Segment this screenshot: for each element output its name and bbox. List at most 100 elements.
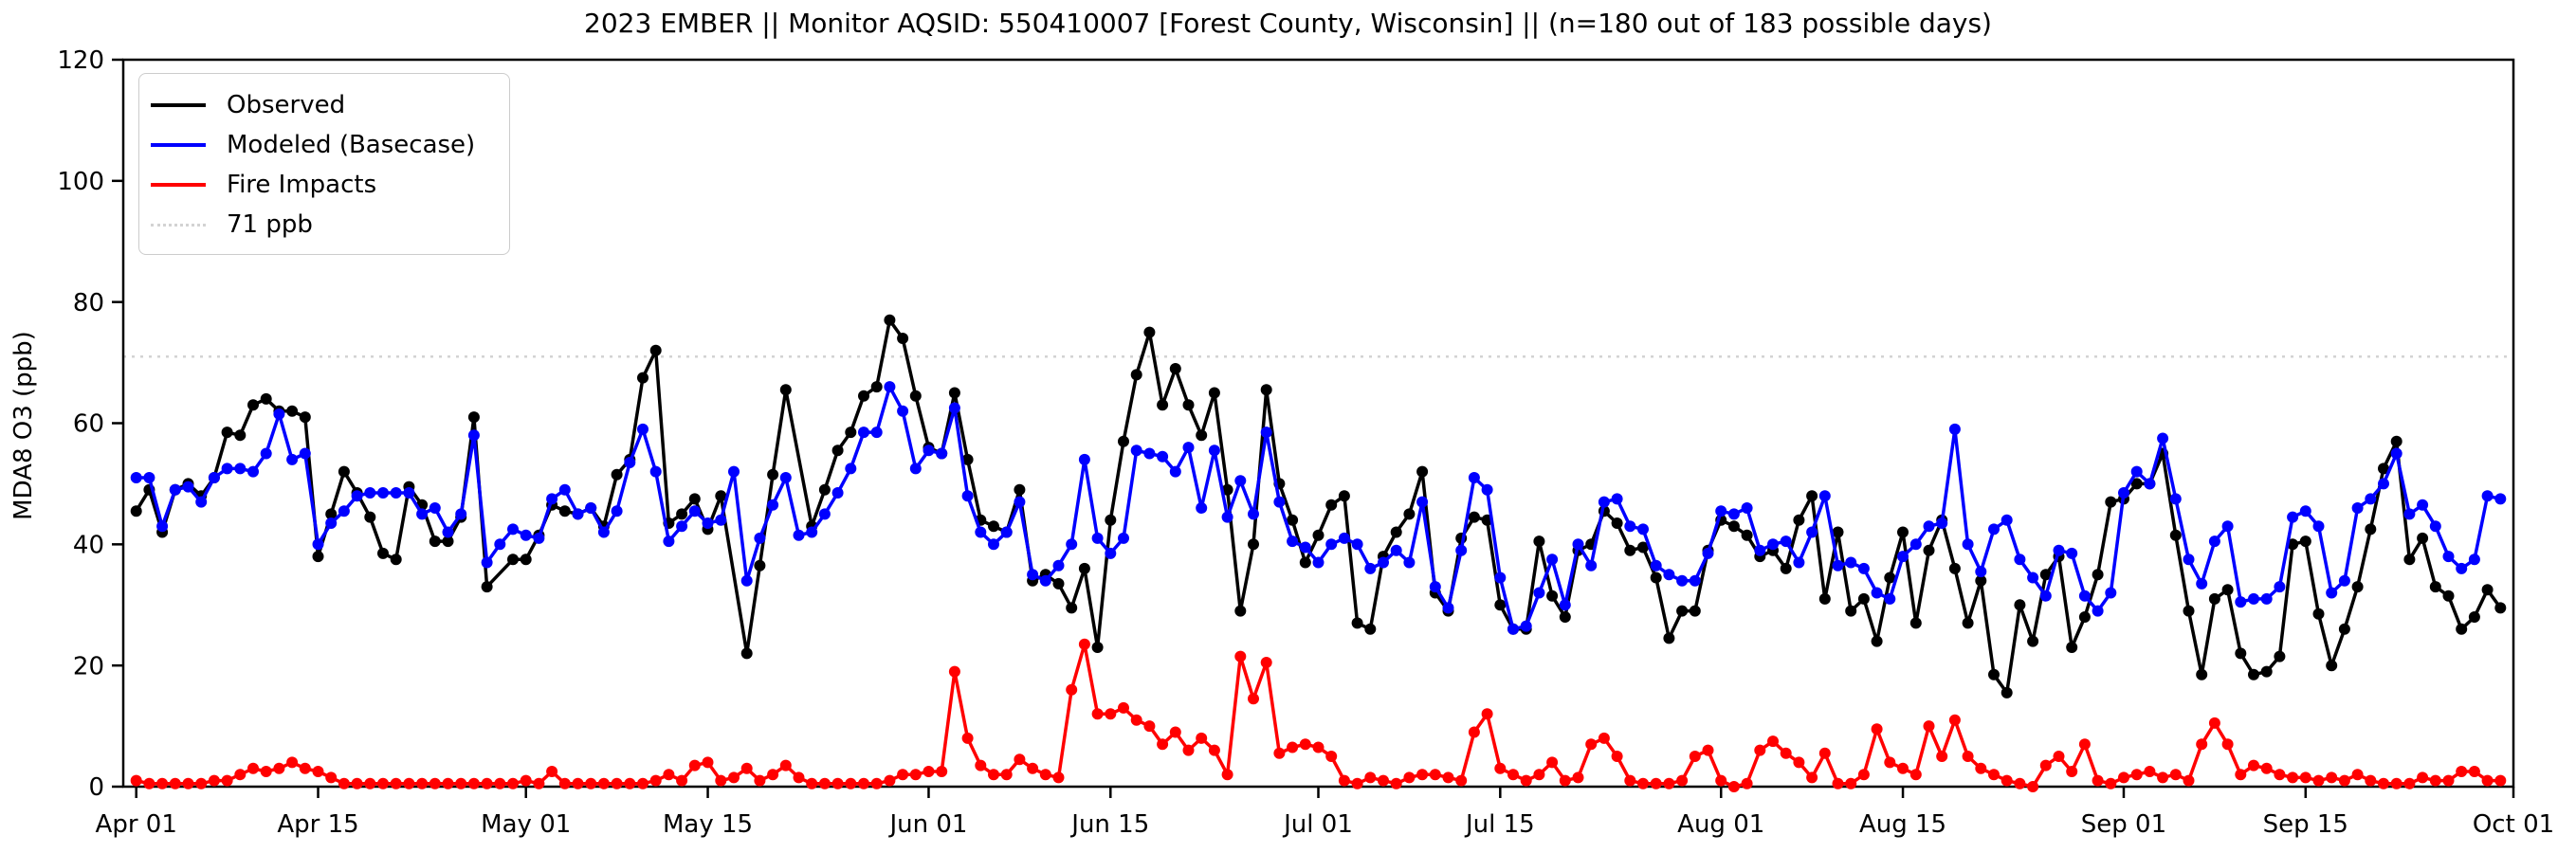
data-point (688, 759, 701, 771)
data-point (1338, 532, 1350, 544)
data-point (1727, 520, 1740, 533)
data-point (676, 774, 688, 787)
data-point (1975, 574, 1987, 587)
data-point (1364, 623, 1377, 635)
data-point (1494, 599, 1507, 611)
data-point (948, 402, 960, 414)
data-point (728, 465, 740, 478)
data-point (1078, 453, 1090, 465)
data-point (1143, 447, 1156, 460)
data-point (1780, 562, 1792, 574)
data-point (1260, 384, 1272, 396)
data-point (779, 759, 792, 771)
data-point (1157, 738, 1169, 751)
data-point (1169, 726, 1181, 738)
data-point (1325, 499, 1338, 511)
data-point (637, 423, 649, 435)
data-point (2378, 463, 2389, 475)
data-point (1585, 738, 1598, 751)
data-point (1182, 442, 1195, 454)
data-point (1403, 508, 1416, 520)
data-point (286, 405, 299, 417)
data-point (1039, 574, 1051, 587)
data-point (2105, 777, 2117, 789)
data-point (2481, 584, 2494, 596)
data-point (2130, 769, 2143, 781)
data-point (1871, 723, 1883, 735)
data-point (2208, 717, 2220, 729)
data-point (2169, 529, 2182, 541)
data-point (1416, 496, 1429, 508)
data-point (494, 777, 506, 789)
x-tick-label: Jun 15 (1069, 810, 1149, 839)
data-point (481, 556, 493, 569)
data-point (637, 777, 649, 789)
data-point (1105, 708, 1117, 720)
data-point (377, 777, 389, 789)
data-point (2221, 520, 2234, 533)
data-point (597, 777, 610, 789)
data-point (2494, 602, 2507, 614)
data-point (1052, 577, 1065, 590)
data-point (1287, 535, 1299, 548)
data-point (1468, 726, 1480, 738)
data-point (1702, 744, 1714, 756)
data-point (676, 520, 688, 533)
data-point (1312, 741, 1325, 753)
data-point (754, 559, 766, 572)
data-point (1689, 751, 1701, 762)
data-point (779, 472, 792, 483)
data-point (1611, 517, 1623, 529)
data-point (923, 766, 935, 777)
data-point (831, 777, 844, 789)
data-point (1988, 668, 2000, 681)
data-point (1118, 435, 1129, 447)
data-point (2312, 608, 2325, 620)
data-point (740, 574, 753, 587)
data-point (1884, 756, 1896, 769)
data-point (676, 508, 688, 520)
data-point (377, 547, 389, 559)
y-tick-label: 80 (73, 289, 104, 318)
data-point (1442, 771, 1454, 784)
data-point (1182, 744, 1195, 756)
data-point (2169, 493, 2182, 505)
data-point (221, 463, 233, 475)
x-tick-label: May 15 (663, 810, 753, 839)
data-point (1727, 781, 1740, 792)
data-point (1248, 693, 1259, 705)
data-point (845, 426, 857, 439)
data-point (2196, 738, 2208, 751)
data-point (2260, 592, 2273, 605)
data-point (1403, 556, 1416, 569)
data-point (572, 508, 584, 520)
data-point (2221, 738, 2234, 751)
data-point (1624, 520, 1636, 533)
data-point (2390, 435, 2402, 447)
data-point (1494, 762, 1507, 774)
data-point (1208, 445, 1220, 457)
data-point (2248, 759, 2259, 771)
data-point (1793, 756, 1805, 769)
data-point (818, 483, 831, 496)
chart-title: 2023 EMBER || Monitor AQSID: 550410007 [… (584, 8, 1992, 39)
data-point (2078, 611, 2091, 623)
data-point (1962, 617, 1974, 629)
data-point (1948, 423, 1961, 435)
data-point (2053, 751, 2065, 762)
data-point (2196, 577, 2208, 590)
data-point (1273, 496, 1286, 508)
data-point (273, 408, 285, 420)
data-point (2183, 774, 2195, 787)
data-point (1832, 526, 1844, 538)
data-point (1624, 774, 1636, 787)
data-point (1637, 541, 1649, 554)
data-point (2312, 520, 2325, 533)
data-point (988, 769, 999, 781)
data-point (870, 777, 883, 789)
data-point (1948, 562, 1961, 574)
data-point (1390, 777, 1402, 789)
data-point (156, 777, 169, 789)
data-point (870, 426, 883, 439)
data-point (1715, 505, 1727, 517)
